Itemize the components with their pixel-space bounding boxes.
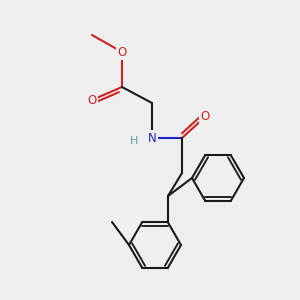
Text: O: O [200,110,210,124]
Text: H: H [130,136,138,146]
Text: O: O [117,46,127,59]
Text: O: O [87,94,97,106]
Text: N: N [148,131,156,145]
